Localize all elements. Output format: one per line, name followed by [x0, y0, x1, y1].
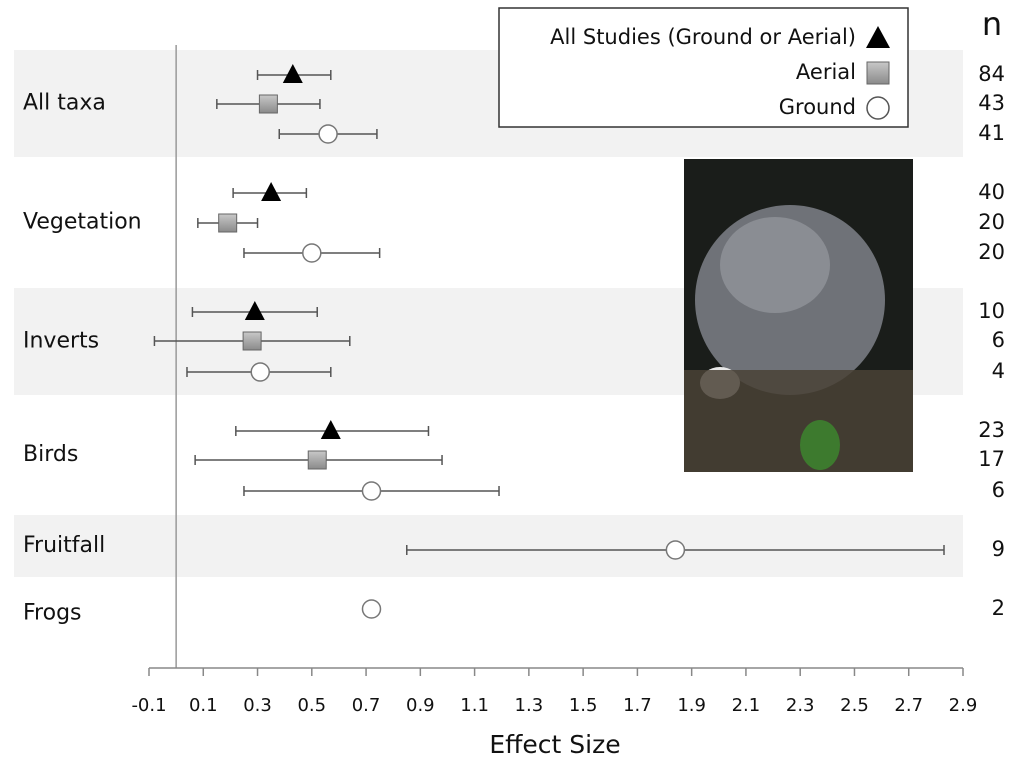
legend-label: Ground: [779, 95, 856, 119]
n-header: n: [982, 5, 1002, 43]
marker-square: [259, 95, 277, 113]
legend-marker: [867, 97, 889, 119]
category-label: All taxa: [23, 91, 106, 116]
category-label: Vegetation: [23, 210, 142, 235]
x-tick-label: 1.3: [515, 695, 544, 716]
n-label: 23: [978, 418, 1005, 442]
category-label: Birds: [23, 442, 78, 467]
legend-label: Aerial: [796, 60, 856, 84]
category-label: Inverts: [23, 329, 99, 354]
legend-label: All Studies (Ground or Aerial): [550, 25, 856, 49]
chart: Effect Size n -0.1 0.1 0.3 0.5 0.7 0.9 1.1 1.3 1…: [0, 0, 1020, 761]
n-label: 40: [978, 180, 1005, 204]
category-label: Fruitfall: [23, 533, 105, 558]
marker-circle: [362, 482, 380, 500]
photo-leaf: [800, 420, 840, 470]
n-label: 20: [978, 210, 1005, 234]
x-tick-label: 0.5: [297, 695, 326, 716]
x-tick-label: -0.1: [131, 695, 166, 716]
x-axis-title: Effect Size: [489, 730, 620, 759]
n-label: 9: [992, 537, 1005, 561]
n-label: 43: [978, 91, 1005, 115]
row-band: [14, 515, 963, 577]
marker-square: [219, 214, 237, 232]
n-label: 84: [978, 62, 1005, 86]
x-tick-label: 0.7: [352, 695, 381, 716]
n-label: 4: [992, 359, 1005, 383]
marker-circle: [303, 244, 321, 262]
n-label: 41: [978, 121, 1005, 145]
x-tick-label: 0.3: [243, 695, 272, 716]
photo-nest: [684, 370, 913, 472]
x-tick-label: 2.5: [840, 695, 869, 716]
x-tick-label: 2.9: [949, 695, 978, 716]
x-tick-label: 0.9: [406, 695, 435, 716]
marker-square: [308, 451, 326, 469]
n-label: 20: [978, 240, 1005, 264]
x-tick-label: 2.1: [732, 695, 761, 716]
marker-circle: [319, 125, 337, 143]
n-label: 6: [992, 328, 1005, 352]
category-label: Frogs: [23, 601, 82, 626]
n-label: 6: [992, 478, 1005, 502]
x-tick-label: 1.9: [677, 695, 706, 716]
x-tick-label: 1.7: [623, 695, 652, 716]
x-tick-label: 2.7: [894, 695, 923, 716]
marker-circle: [666, 541, 684, 559]
x-tick-label: 2.3: [786, 695, 815, 716]
n-label: 17: [978, 447, 1005, 471]
marker-triangle: [321, 420, 341, 439]
legend-marker: [867, 62, 889, 84]
n-label: 10: [978, 299, 1005, 323]
marker-triangle: [261, 182, 281, 201]
marker-square: [243, 332, 261, 350]
marker-circle: [251, 363, 269, 381]
x-tick-label: 0.1: [189, 695, 218, 716]
x-tick-label: 1.1: [460, 695, 489, 716]
n-label: 2: [992, 596, 1005, 620]
x-tick-label: 1.5: [569, 695, 598, 716]
photo-animal-head: [720, 217, 830, 313]
marker-circle: [362, 600, 380, 618]
